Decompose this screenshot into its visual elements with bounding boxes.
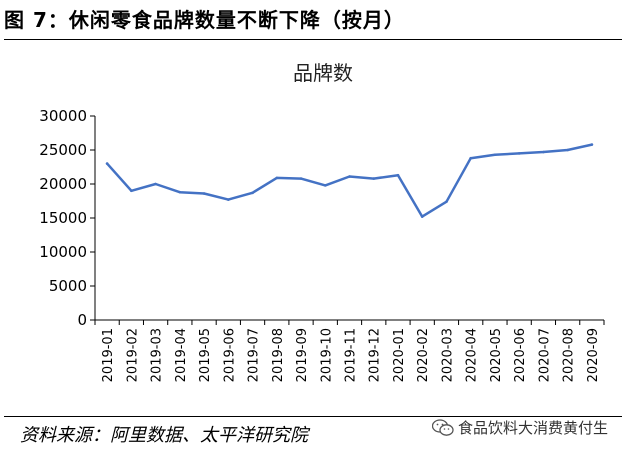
data-point	[178, 190, 182, 194]
data-point	[445, 200, 448, 203]
y-tick-label: 5000	[49, 277, 87, 295]
x-tick-label: 2020-01	[392, 328, 407, 382]
chart-title: 品牌数	[293, 61, 353, 85]
data-point	[590, 143, 594, 146]
y-tick-label: 25000	[39, 141, 87, 159]
data-point	[202, 192, 206, 195]
x-tick-label: 2019-12	[368, 328, 383, 382]
x-tick-label: 2019-01	[101, 328, 116, 382]
source-note: 资料来源：阿里数据、太平洋研究院	[20, 425, 308, 446]
data-point	[299, 177, 303, 180]
x-tick-label: 2020-02	[416, 328, 431, 382]
x-tick-label: 2020-09	[586, 328, 601, 382]
data-point	[396, 173, 400, 177]
data-point	[493, 153, 497, 157]
data-point	[275, 176, 279, 180]
x-tick-label: 2019-08	[271, 328, 286, 382]
data-point	[372, 177, 376, 180]
data-point	[154, 182, 157, 186]
x-tick-label: 2020-06	[513, 328, 528, 382]
y-tick-label: 15000	[39, 209, 87, 227]
x-tick-label: 2020-03	[440, 328, 455, 382]
x-tick-label: 2019-06	[222, 328, 237, 382]
y-tick-label: 20000	[39, 175, 87, 193]
data-point	[323, 184, 327, 187]
x-tick-label: 2019-07	[247, 328, 262, 382]
x-tick-label: 2020-04	[465, 328, 480, 382]
x-tick-label: 2020-05	[489, 328, 504, 382]
y-tick-label: 10000	[39, 243, 87, 261]
bottom-rule	[4, 416, 622, 417]
figure-title: 图 7：休闲零食品牌数量不断下降（按月）	[4, 8, 405, 32]
series-line	[105, 143, 594, 218]
x-tick-label: 2019-10	[319, 328, 334, 382]
x-tick-label: 2020-08	[562, 328, 577, 382]
x-tick-label: 2019-04	[174, 328, 189, 382]
y-tick-label: 30000	[39, 107, 87, 125]
x-tick-label: 2020-07	[537, 328, 552, 382]
data-point	[542, 150, 545, 154]
data-point	[130, 189, 133, 193]
watermark-text: 食品饮料大消费黄付生	[458, 419, 609, 437]
data-point	[517, 152, 521, 155]
data-point	[227, 198, 230, 201]
data-point	[105, 162, 109, 165]
data-point	[251, 191, 254, 195]
wechat-icon	[432, 418, 454, 436]
x-axis: 2019-01 2019-02 2019-03 2019-04 2019-05 2019-…	[94, 319, 605, 382]
y-axis: 0 5000 10000 15000 20000 25000 30000	[39, 107, 96, 329]
y-tick-label: 0	[77, 311, 87, 329]
series-layer	[105, 143, 594, 218]
x-tick-label: 2019-09	[295, 328, 310, 382]
data-point	[348, 175, 351, 178]
data-point	[420, 215, 424, 218]
data-point	[566, 148, 569, 152]
top-rule	[4, 39, 622, 40]
data-point	[469, 156, 472, 160]
x-tick-label: 2019-05	[198, 328, 213, 382]
x-tick-label: 2019-02	[125, 328, 140, 382]
watermark: 食品饮料大消费黄付生	[432, 417, 608, 438]
x-tick-label: 2019-11	[344, 328, 359, 382]
x-tick-label: 2019-03	[150, 328, 165, 382]
